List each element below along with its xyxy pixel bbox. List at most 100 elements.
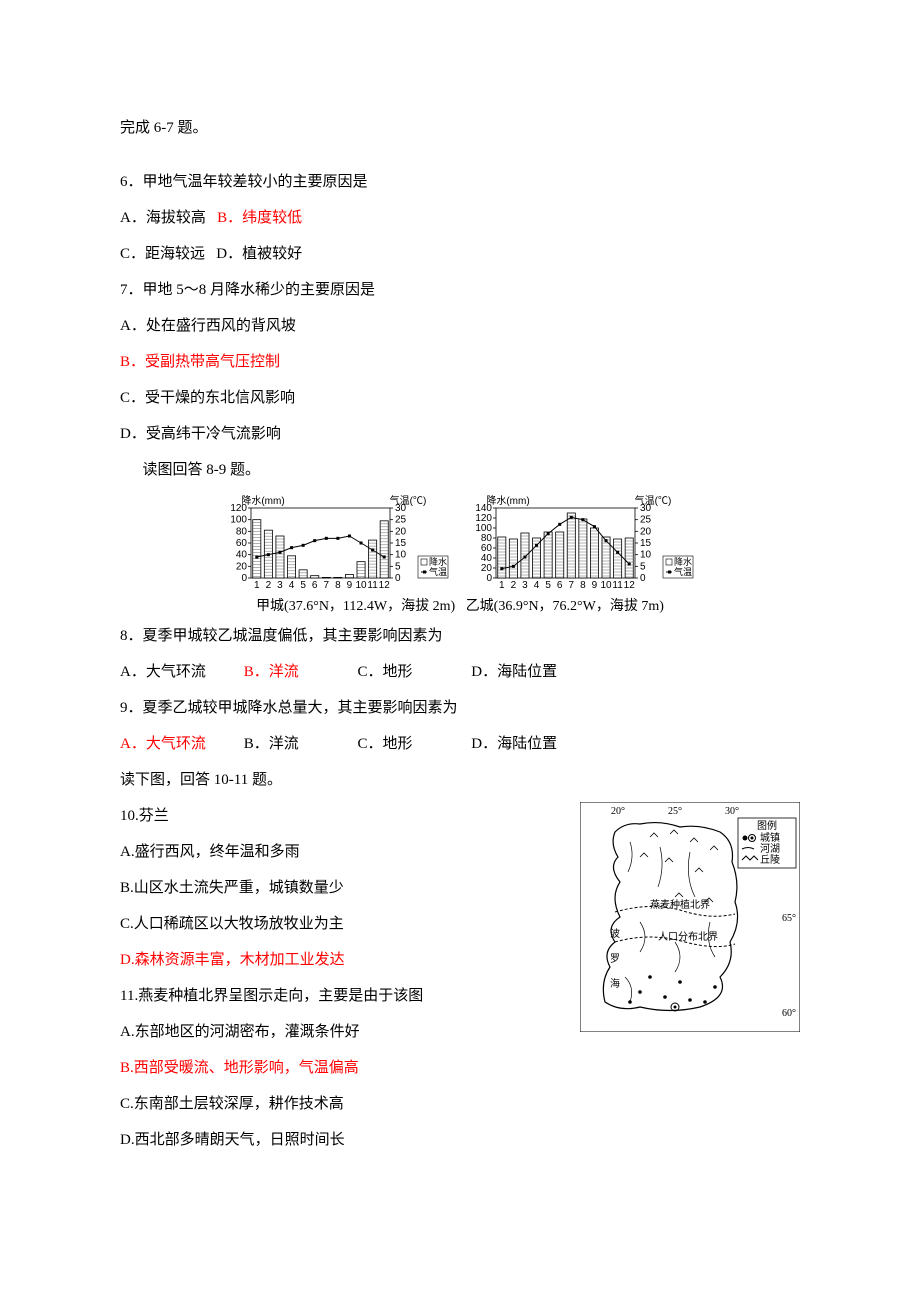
svg-text:降水(mm): 降水(mm) [241, 494, 284, 507]
q9-opt-b: B．洋流 [244, 726, 354, 762]
finland-map: 20°25°30°70°65°60°图例城镇河湖丘陵燕麦种植北界人口分布北界波罗… [580, 802, 800, 1032]
svg-text:气温(℃): 气温(℃) [390, 494, 427, 507]
svg-text:25: 25 [395, 515, 407, 526]
svg-text:2: 2 [266, 580, 272, 591]
q7-opt-a: A．处在盛行西风的背风坡 [120, 308, 800, 344]
svg-text:65°: 65° [782, 913, 796, 924]
q7-opt-b: B．受副热带高气压控制 [120, 344, 800, 380]
q6-row1: A．海拔较高 B．纬度较低 [120, 200, 800, 236]
svg-text:气温: 气温 [674, 566, 692, 577]
q6-opt-d: D．植被较好 [216, 236, 302, 272]
svg-text:2: 2 [511, 580, 517, 591]
q8-stem: 8．夏季甲城较乙城温度偏低，其主要影响因素为 [120, 618, 800, 654]
svg-text:20: 20 [640, 526, 652, 537]
svg-text:降水(mm): 降水(mm) [486, 494, 529, 507]
q6-stem: 6．甲地气温年较差较小的主要原因是 [120, 164, 800, 200]
svg-text:降水: 降水 [674, 556, 692, 567]
svg-text:0: 0 [395, 573, 401, 584]
caption-jia: 甲城(37.6°N，112.4W，海拔 2m) [256, 599, 455, 614]
svg-text:9: 9 [592, 580, 598, 591]
svg-text:河湖: 河湖 [760, 843, 780, 855]
svg-text:气温: 气温 [429, 566, 447, 577]
q8-opts: A．大气环流 B．洋流 C．地形 D．海陆位置 [120, 654, 800, 690]
svg-text:燕麦种植北界: 燕麦种植北界 [650, 898, 710, 911]
svg-text:0: 0 [640, 573, 646, 584]
svg-text:80: 80 [236, 526, 248, 537]
svg-text:0: 0 [486, 573, 492, 584]
svg-text:4: 4 [534, 580, 540, 591]
svg-text:60°: 60° [782, 1008, 796, 1019]
svg-text:8: 8 [580, 580, 586, 591]
q9-opts: A．大气环流 B．洋流 C．地形 D．海陆位置 [120, 726, 800, 762]
svg-text:11: 11 [612, 580, 623, 591]
svg-text:1: 1 [254, 580, 260, 591]
chart-yi: 020406080100120140051015202530降水(mm)气温(℃… [470, 494, 695, 594]
q7-opt-c: C．受干燥的东北信风影响 [120, 380, 800, 416]
svg-text:9: 9 [347, 580, 353, 591]
q7-opt-d: D．受高纬干冷气流影响 [120, 416, 800, 452]
svg-text:25: 25 [640, 515, 652, 526]
svg-text:波: 波 [610, 927, 620, 940]
svg-text:4: 4 [289, 580, 295, 591]
svg-text:10: 10 [395, 550, 407, 561]
svg-text:6: 6 [557, 580, 563, 591]
caption-yi: 乙城(36.9°N，76.2°W，海拔 7m) [466, 599, 664, 614]
svg-text:15: 15 [640, 538, 652, 549]
svg-text:40: 40 [481, 553, 493, 564]
svg-text:人口分布北界: 人口分布北界 [658, 931, 718, 943]
q11-opt-c: C.东南部土层较深厚，耕作技术高 [120, 1086, 800, 1122]
svg-text:20°: 20° [611, 806, 625, 817]
svg-text:罗: 罗 [610, 953, 620, 965]
svg-text:80: 80 [481, 533, 493, 544]
svg-text:3: 3 [522, 580, 528, 591]
q8-opt-b: B．洋流 [244, 654, 354, 690]
svg-text:0: 0 [241, 573, 247, 584]
q11-opt-b: B.西部受暖流、地形影响，气温偏高 [120, 1050, 800, 1086]
intro-8-9: 读图回答 8-9 题。 [120, 452, 800, 488]
q11-opt-d: D.西北部多晴朗天气，日照时间长 [120, 1122, 800, 1158]
q9-opt-d: D．海陆位置 [471, 726, 557, 762]
svg-text:5: 5 [640, 561, 646, 572]
svg-text:100: 100 [475, 523, 492, 534]
chart-captions: 甲城(37.6°N，112.4W，海拔 2m) 乙城(36.9°N，76.2°W… [120, 596, 800, 618]
page: 完成 6-7 题。 6．甲地气温年较差较小的主要原因是 A．海拔较高 B．纬度较… [0, 0, 920, 1218]
q9-opt-c: C．地形 [358, 726, 468, 762]
svg-text:25°: 25° [668, 806, 682, 817]
svg-text:10: 10 [600, 580, 612, 591]
svg-text:海: 海 [610, 977, 620, 990]
q6-opt-b: B．纬度较低 [217, 200, 302, 236]
q8-opt-a: A．大气环流 [120, 654, 240, 690]
svg-text:120: 120 [475, 513, 492, 524]
svg-text:7: 7 [569, 580, 575, 591]
svg-text:20: 20 [236, 561, 248, 572]
svg-text:3: 3 [277, 580, 283, 591]
spacer [120, 146, 800, 164]
svg-text:10: 10 [355, 580, 367, 591]
svg-text:30°: 30° [725, 806, 739, 817]
svg-text:降水: 降水 [429, 556, 447, 567]
intro-6-7: 完成 6-7 题。 [120, 110, 800, 146]
q6-row2: C．距海较远 D．植被较好 [120, 236, 800, 272]
intro-10-11: 读下图，回答 10-11 题。 [120, 762, 800, 798]
svg-text:丘陵: 丘陵 [760, 854, 780, 866]
svg-text:10: 10 [640, 550, 652, 561]
q6-opt-a: A．海拔较高 [120, 200, 206, 236]
svg-text:图例: 图例 [757, 819, 777, 832]
svg-text:12: 12 [624, 580, 636, 591]
q7-stem: 7．甲地 5～8 月降水稀少的主要原因是 [120, 272, 800, 308]
q8-opt-d: D．海陆位置 [471, 654, 557, 690]
svg-text:城镇: 城镇 [760, 831, 780, 844]
charts-row: 020406080100120051015202530降水(mm)气温(℃)12… [120, 494, 800, 594]
svg-text:5: 5 [395, 561, 401, 572]
svg-text:11: 11 [367, 580, 378, 591]
svg-text:8: 8 [335, 580, 341, 591]
svg-text:60: 60 [236, 538, 248, 549]
svg-text:1: 1 [499, 580, 505, 591]
svg-text:20: 20 [481, 563, 493, 574]
chart-jia: 020406080100120051015202530降水(mm)气温(℃)12… [225, 494, 450, 594]
svg-text:气温(℃): 气温(℃) [635, 494, 672, 507]
q9-opt-a: A．大气环流 [120, 726, 240, 762]
svg-text:12: 12 [379, 580, 391, 591]
svg-text:60: 60 [481, 543, 493, 554]
svg-text:5: 5 [300, 580, 306, 591]
